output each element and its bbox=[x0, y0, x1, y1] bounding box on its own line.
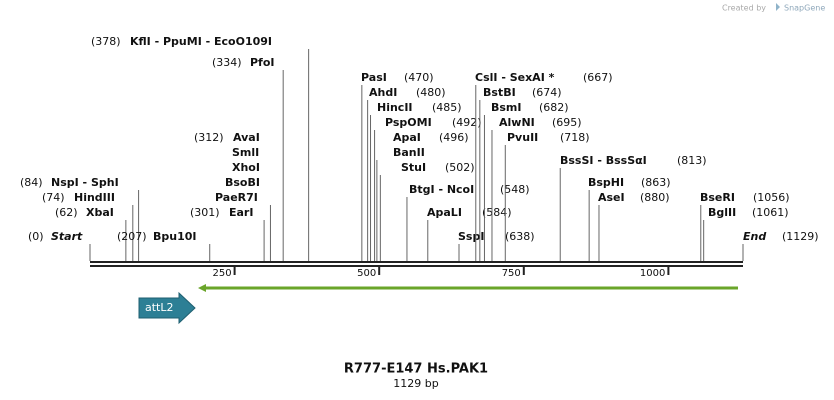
enzyme-name: Bpu10I bbox=[153, 230, 197, 243]
enzyme-name: ApaI bbox=[393, 131, 421, 144]
enzyme-name: End bbox=[743, 230, 766, 243]
site-position: (682) bbox=[539, 101, 569, 114]
enzyme-name: ApaLI bbox=[427, 206, 462, 219]
enzyme-name: NspI - SphI bbox=[51, 176, 119, 189]
site-position: (301) bbox=[190, 206, 220, 219]
site-position: (718) bbox=[560, 131, 590, 144]
site-position: (312) bbox=[194, 131, 224, 144]
site-position: (207) bbox=[117, 230, 147, 243]
enzyme-name: StuI bbox=[401, 161, 426, 174]
site-position: (880) bbox=[640, 191, 670, 204]
enzyme-name: Start bbox=[51, 230, 83, 243]
enzyme-name: BglII bbox=[708, 206, 736, 219]
site-position: (84) bbox=[20, 176, 43, 189]
site-position: (485) bbox=[432, 101, 462, 114]
site-position: (74) bbox=[42, 191, 65, 204]
site-position: (695) bbox=[552, 116, 582, 129]
enzyme-name: BsoBI bbox=[225, 176, 260, 189]
site-position: (492) bbox=[452, 116, 482, 129]
site-position: (548) bbox=[500, 183, 530, 196]
site-position: (480) bbox=[416, 86, 446, 99]
enzyme-name: KflI - PpuMI - EcoO109I bbox=[130, 35, 272, 48]
watermark-brand: SnapGene bbox=[784, 4, 825, 13]
enzyme-name: PvuII bbox=[507, 131, 538, 144]
site-position: (496) bbox=[439, 131, 469, 144]
enzyme-name: BssSI - BssSαI bbox=[560, 154, 647, 167]
length: 1129 bp bbox=[393, 377, 438, 390]
enzyme-name: BsmI bbox=[491, 101, 522, 114]
enzyme-name: AvaI bbox=[233, 131, 260, 144]
enzyme-name: AhdI bbox=[369, 86, 397, 99]
site-position: (502) bbox=[445, 161, 475, 174]
enzyme-name: BspHI bbox=[588, 176, 624, 189]
site-position: (1056) bbox=[753, 191, 790, 204]
enzyme-name: SspI bbox=[458, 230, 484, 243]
enzyme-name: BstBI bbox=[483, 86, 516, 99]
site-position: (470) bbox=[404, 71, 434, 84]
enzyme-name: XbaI bbox=[86, 206, 114, 219]
ruler-label: 750 bbox=[502, 268, 521, 279]
orf-arrowhead bbox=[198, 284, 206, 292]
ruler-label: 500 bbox=[357, 268, 376, 279]
enzyme-name: CslI - SexAI * bbox=[475, 71, 555, 84]
enzyme-name: XhoI bbox=[232, 161, 260, 174]
site-position: (1061) bbox=[752, 206, 789, 219]
enzyme-name: HincII bbox=[377, 101, 413, 114]
site-position: (584) bbox=[482, 206, 512, 219]
enzyme-name: BanII bbox=[393, 146, 425, 159]
watermark-icon bbox=[776, 3, 780, 11]
enzyme-name: EarI bbox=[229, 206, 253, 219]
feature-label: attL2 bbox=[145, 301, 174, 314]
site-position: (674) bbox=[532, 86, 562, 99]
site-position: (334) bbox=[212, 56, 242, 69]
enzyme-name: BtgI - NcoI bbox=[409, 183, 474, 196]
enzyme-name: BseRI bbox=[700, 191, 735, 204]
enzyme-name: PfoI bbox=[250, 56, 275, 69]
site-position: (813) bbox=[677, 154, 707, 167]
site-position: (0) bbox=[28, 230, 44, 243]
site-position: (667) bbox=[583, 71, 613, 84]
enzyme-name: AlwNI bbox=[499, 116, 535, 129]
enzyme-name: AseI bbox=[598, 191, 625, 204]
site-position: (62) bbox=[55, 206, 78, 219]
enzyme-name: PspOMI bbox=[385, 116, 432, 129]
watermark: Created by bbox=[722, 4, 766, 13]
enzyme-name: SmlI bbox=[232, 146, 259, 159]
ruler-label: 1000 bbox=[640, 268, 665, 279]
enzyme-name: PasI bbox=[361, 71, 387, 84]
site-position: (378) bbox=[91, 35, 121, 48]
title: R777-E147 Hs.PAK1 bbox=[344, 362, 488, 377]
site-position: (1129) bbox=[782, 230, 819, 243]
enzyme-name: HindIII bbox=[74, 191, 115, 204]
ruler-label: 250 bbox=[213, 268, 232, 279]
site-position: (638) bbox=[505, 230, 535, 243]
enzyme-name: PaeR7I bbox=[215, 191, 258, 204]
feature-arrow bbox=[138, 291, 196, 325]
site-position: (863) bbox=[641, 176, 671, 189]
